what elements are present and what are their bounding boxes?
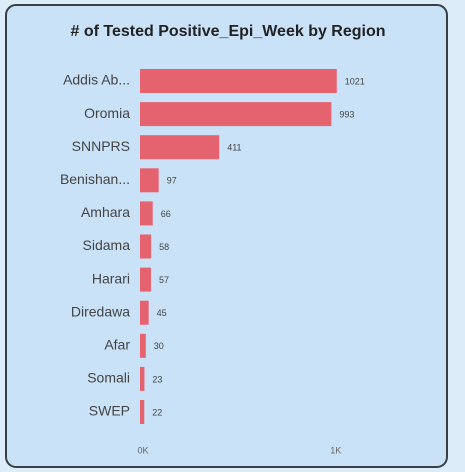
bar: [140, 69, 337, 93]
y-tick-label: Amhara: [81, 204, 130, 220]
y-tick-label: Addis Ab...: [63, 72, 130, 88]
value-label: 993: [339, 109, 354, 119]
bar: [140, 201, 153, 226]
y-tick-label: Sidama: [83, 237, 131, 253]
value-label: 30: [154, 341, 164, 351]
y-tick-label: SWEP: [89, 403, 130, 419]
value-label: 97: [167, 176, 177, 186]
bar: [140, 267, 151, 292]
y-tick-label: Harari: [92, 270, 130, 286]
y-tick-label: Oromia: [84, 105, 130, 121]
bar: [140, 366, 145, 391]
panel: [5, 4, 448, 468]
bar: [140, 135, 220, 160]
y-tick-label: Benishan...: [60, 171, 130, 187]
bar: [140, 102, 332, 127]
value-label: 58: [159, 242, 169, 252]
x-tick-label: 0K: [137, 445, 148, 455]
y-tick-label: Afar: [104, 337, 130, 353]
y-tick-label: SNNPRS: [72, 138, 130, 154]
bar: [140, 333, 146, 358]
bar: [140, 168, 159, 193]
value-label: 57: [159, 275, 169, 285]
x-tick-label: 1K: [330, 445, 341, 455]
value-label: 23: [152, 374, 162, 384]
chart-title: # of Tested Positive_Epi_Week by Region: [70, 23, 385, 40]
value-label: 1021: [345, 76, 365, 86]
y-tick-label: Diredawa: [71, 303, 130, 319]
y-tick-label: Somali: [87, 370, 130, 386]
bar: [140, 234, 152, 259]
value-label: 66: [161, 209, 171, 219]
value-label: 45: [157, 308, 167, 318]
value-label: 411: [227, 143, 241, 153]
bar: [140, 400, 145, 424]
bar: [140, 300, 149, 325]
value-label: 22: [152, 407, 162, 417]
